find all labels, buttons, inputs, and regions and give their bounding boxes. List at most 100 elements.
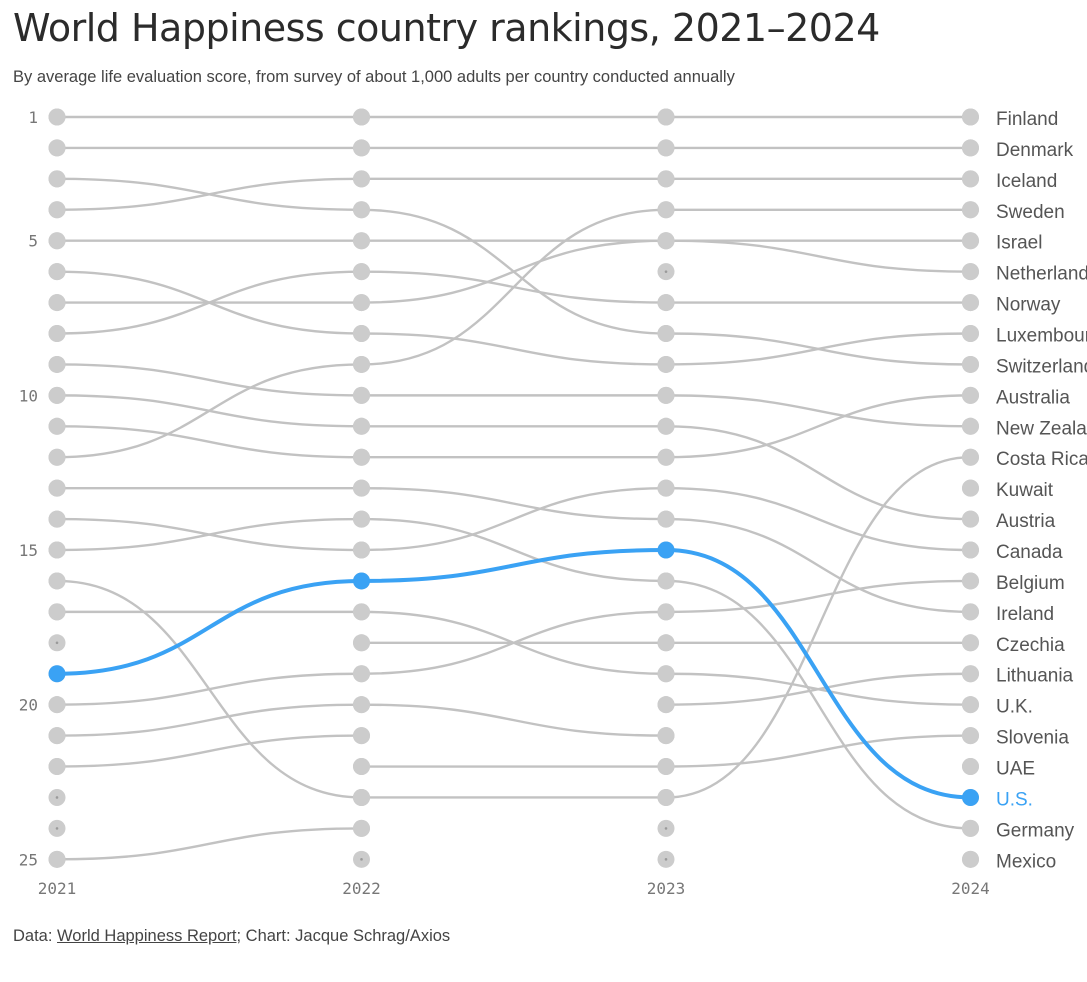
chart-subtitle: By average life evaluation score, from s… [13, 68, 735, 86]
rank-slot-center [55, 796, 59, 799]
point-iceland-2023 [657, 170, 675, 188]
point-luxembourg-2021 [48, 263, 66, 281]
point-australia-2022 [353, 448, 370, 466]
point-u-s-2022 [353, 572, 370, 590]
point-uae-2024 [962, 758, 979, 776]
point-austria-2022 [353, 417, 370, 435]
series-line-u-k [55, 610, 972, 706]
y-tick-label: 15 [19, 541, 38, 560]
series-line-australia [55, 394, 972, 459]
point-czechia-2023 [657, 634, 675, 652]
series-line-costa-rica [360, 456, 972, 799]
source-note: Data: World Happiness Report; Chart: Jac… [13, 927, 450, 946]
country-label-iceland: Iceland [996, 171, 1057, 192]
rank-slot-center [664, 270, 668, 273]
country-label-uae: UAE [996, 759, 1035, 780]
highlight-series [48, 541, 979, 806]
series-line-switzerland [55, 177, 972, 366]
point-u-k-2024 [962, 696, 979, 714]
y-tick-label: 5 [28, 232, 38, 251]
point-norway-2021 [48, 325, 66, 343]
point-belgium-2023 [657, 603, 675, 621]
rank-slot-center [55, 827, 59, 830]
point-germany-2022 [353, 510, 370, 528]
point-germany-2023 [657, 572, 675, 590]
point-finland-2022 [353, 108, 370, 126]
point-sweden-2024 [962, 201, 979, 219]
point-lithuania-2023 [657, 696, 675, 714]
y-tick-label: 10 [19, 386, 38, 405]
point-norway-2022 [353, 263, 370, 281]
point-iceland-2021 [48, 201, 66, 219]
point-lithuania-2024 [962, 665, 979, 683]
y-tick-label: 25 [19, 850, 38, 869]
source-link[interactable]: World Happiness Report [57, 927, 237, 945]
point-u-s-2023 [657, 541, 675, 559]
country-label-ireland: Ireland [996, 604, 1054, 625]
point-czechia-2022 [353, 634, 370, 652]
point-belgium-2021 [48, 696, 66, 714]
point-austria-2021 [48, 386, 66, 404]
point-kuwait-2024 [962, 479, 979, 497]
country-label-canada: Canada [996, 542, 1063, 563]
x-tick-label: 2022 [342, 879, 381, 898]
country-label-u-s: U.S. [996, 789, 1033, 810]
point-luxembourg-2023 [657, 355, 675, 373]
country-label-finland: Finland [996, 109, 1058, 130]
point-unlabeled-3-2021 [48, 572, 66, 590]
point-finland-2024 [962, 108, 979, 126]
point-canada-2024 [962, 541, 979, 559]
point-costa-rica-2024 [962, 448, 979, 466]
series-line-norway [55, 270, 972, 335]
point-canada-2022 [353, 541, 370, 559]
country-label-israel: Israel [996, 233, 1042, 254]
point-ireland-2024 [962, 603, 979, 621]
series-line-canada [55, 486, 972, 552]
point-denmark-2023 [657, 139, 675, 157]
point-netherlands-2023 [657, 232, 675, 250]
point-norway-2023 [657, 294, 675, 312]
chart-title: World Happiness country rankings, 2021–2… [13, 6, 880, 50]
point-u-k-2023 [657, 665, 675, 683]
series-line-u-s [55, 548, 973, 800]
point-ireland-2022 [353, 479, 370, 497]
rank-slot-center [360, 858, 363, 861]
point-switzerland-2024 [962, 355, 979, 373]
point-costa-rica-2023 [657, 788, 675, 806]
country-label-australia: Australia [996, 387, 1070, 408]
country-label-austria: Austria [996, 511, 1056, 532]
point-luxembourg-2024 [962, 325, 979, 343]
y-tick-label: 20 [19, 696, 38, 715]
point-new-zealand-2021 [48, 355, 66, 373]
country-label-slovenia: Slovenia [996, 728, 1069, 749]
rank-slot-center [664, 858, 668, 861]
y-tick-label: 1 [28, 108, 38, 127]
country-label-czechia: Czechia [996, 635, 1065, 656]
series-line-ireland [55, 486, 972, 614]
point-norway-2024 [962, 294, 979, 312]
series-line-unlabeled-2 [55, 734, 363, 768]
point-u-k-2022 [353, 603, 370, 621]
rank-slot-center [55, 641, 59, 645]
point-denmark-2022 [353, 139, 370, 157]
point-sweden-2023 [657, 201, 675, 219]
series-line-new-zealand [55, 363, 972, 428]
point-slovenia-2024 [962, 727, 979, 745]
point-switzerland-2021 [48, 170, 66, 188]
source-prefix: Data: [13, 927, 58, 945]
country-lines [55, 115, 972, 861]
country-label-denmark: Denmark [996, 140, 1074, 161]
x-axis-year-labels: 2021 2022 2023 2024 [38, 879, 990, 898]
point-slovenia-2023 [657, 758, 675, 776]
country-label-sweden: Sweden [996, 202, 1065, 223]
point-unlabeled-1-2022 [353, 696, 370, 714]
point-u-s-2021 [48, 665, 66, 683]
country-label-netherlands: Netherlands [996, 264, 1087, 285]
series-line-unlabeled-4 [55, 827, 363, 861]
point-u-s-2024 [962, 788, 979, 806]
point-israel-2024 [962, 232, 979, 250]
point-germany-2021 [48, 541, 66, 559]
point-unlabeled-1-2021 [48, 727, 66, 745]
country-label-costa-rica: Costa Rica [996, 449, 1087, 470]
